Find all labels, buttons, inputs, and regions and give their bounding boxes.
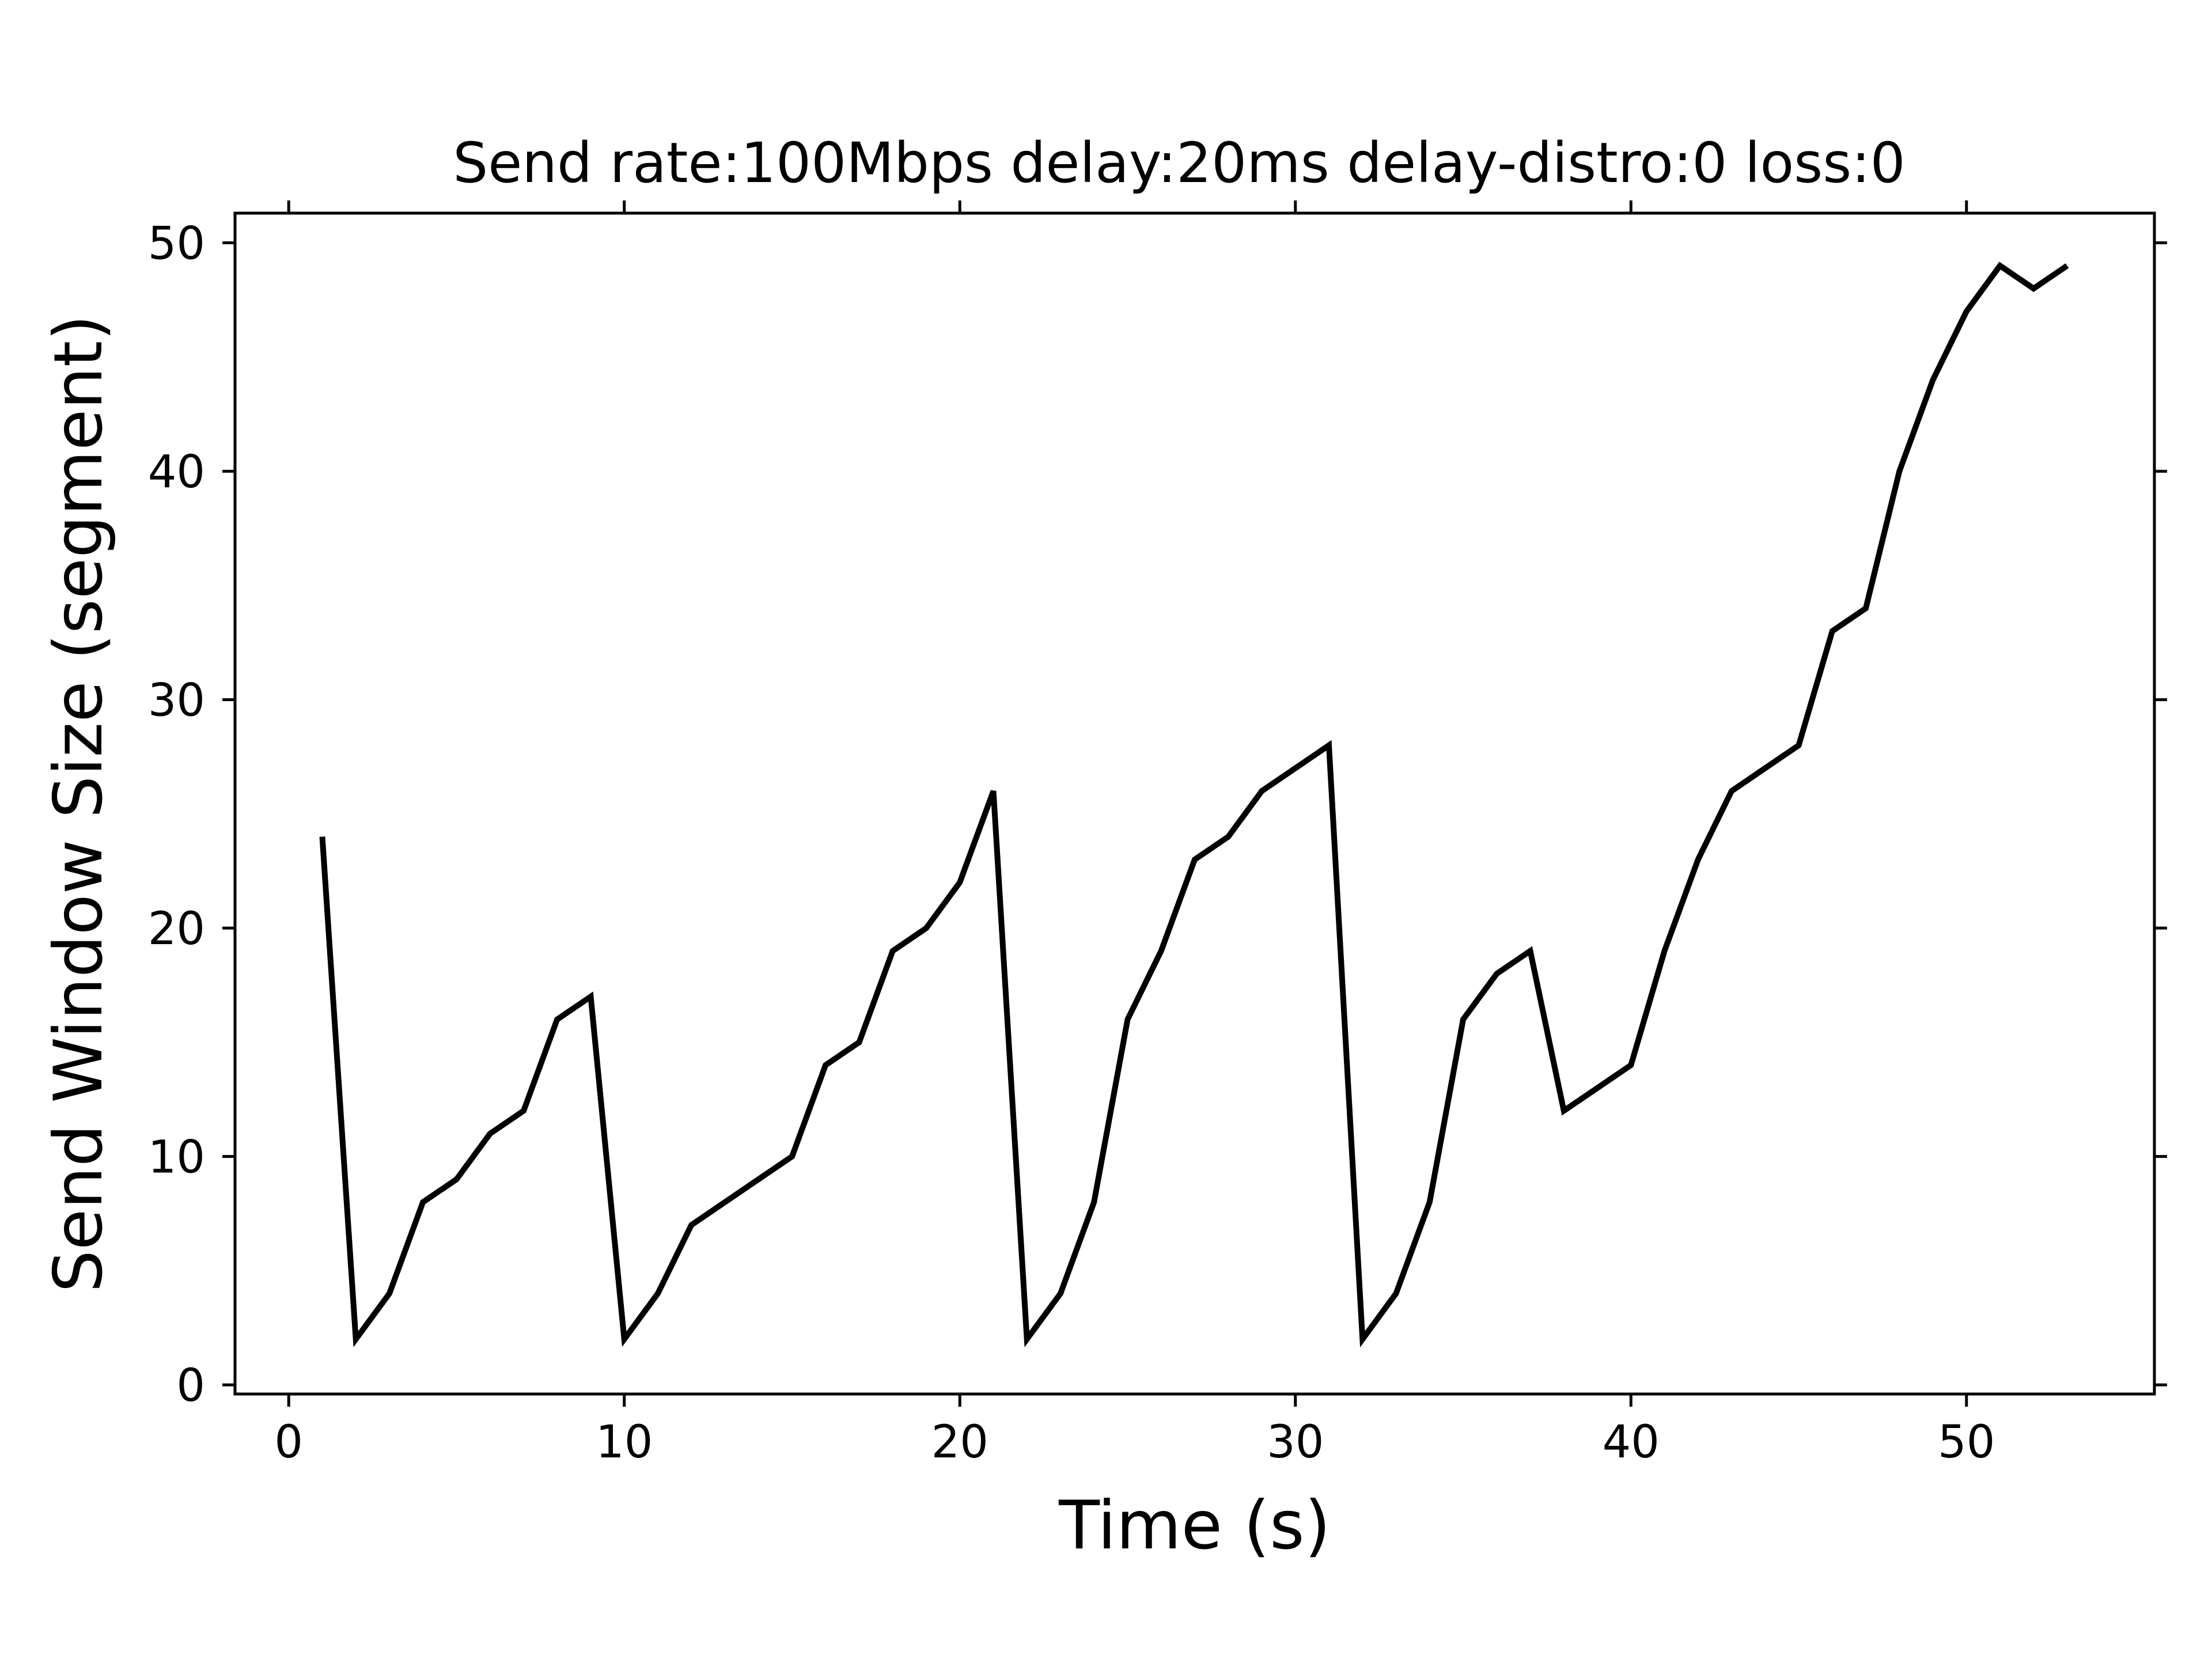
x-tick-label: 40 xyxy=(1603,1416,1660,1468)
y-tick-label: 30 xyxy=(148,675,205,727)
y-tick-label: 10 xyxy=(148,1132,205,1184)
axis-ticks: 0 10 20 30 40 50 0 10 20 30 40 50 xyxy=(148,200,2167,1468)
plot-area-frame xyxy=(233,211,2156,1396)
x-axis-label: Time (s) xyxy=(1058,1487,1331,1565)
y-tick-label: 0 xyxy=(176,1360,205,1412)
series-group xyxy=(319,262,2069,1347)
y-axis-label: Send Window Size (segment) xyxy=(40,315,118,1293)
y-tick-label: 20 xyxy=(148,903,205,955)
x-tick-label: 50 xyxy=(1938,1416,1995,1468)
y-tick-label: 50 xyxy=(148,218,205,270)
series-line xyxy=(319,262,2069,1347)
y-tick-label: 40 xyxy=(148,446,205,498)
x-tick-label: 20 xyxy=(931,1416,988,1468)
x-tick-label: 30 xyxy=(1267,1416,1324,1468)
x-tick-label: 10 xyxy=(596,1416,653,1468)
x-tick-label: 0 xyxy=(274,1416,303,1468)
chart-title: Send rate:100Mbps delay:20ms delay-distr… xyxy=(453,131,1905,195)
